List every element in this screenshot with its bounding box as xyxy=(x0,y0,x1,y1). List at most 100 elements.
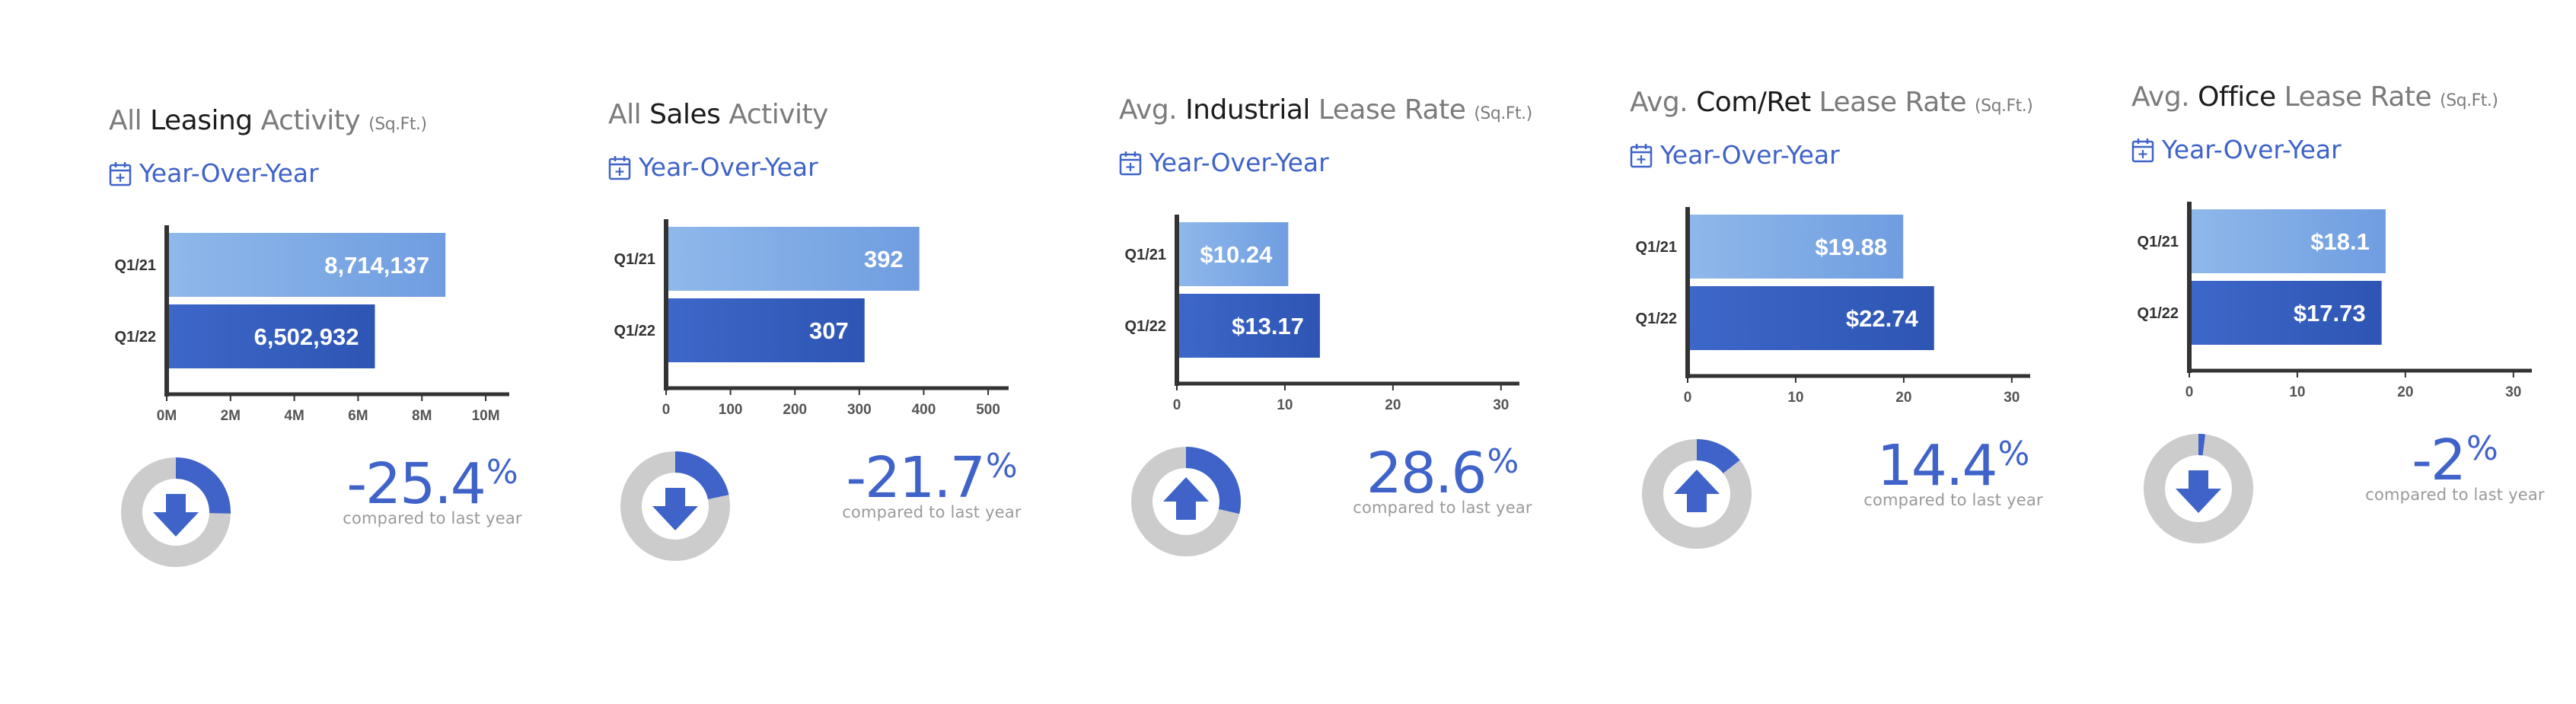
donut-fill xyxy=(674,451,729,500)
calendar-icon xyxy=(2131,138,2154,162)
title-highlight: Com/Ret xyxy=(1696,87,1811,118)
title-unit: (Sq.Ft.) xyxy=(1975,97,2033,116)
title-prefix: Avg. xyxy=(1630,87,1697,118)
panel-title: All Sales Activity xyxy=(608,99,828,130)
bar-q1-21 xyxy=(1178,222,1289,286)
category-label: Q1/21 xyxy=(1125,247,1166,263)
compare-text: compared to last year xyxy=(1353,499,1532,517)
category-label: Q1/21 xyxy=(115,257,156,274)
percent-sign: % xyxy=(1487,442,1519,481)
change-value: -2 xyxy=(2412,428,2466,493)
bar-value-label: $19.88 xyxy=(1815,234,1887,260)
period-selector[interactable]: Year-Over-Year xyxy=(109,158,319,188)
title-highlight: Leasing xyxy=(150,105,253,136)
title-unit: (Sq.Ft.) xyxy=(1474,104,1532,123)
x-tick-label: 0 xyxy=(2185,384,2194,400)
arrow-up-icon xyxy=(1163,477,1209,520)
title-highlight: Industrial xyxy=(1185,94,1310,126)
x-tick-label: 10 xyxy=(2289,384,2305,400)
panel-title: All Leasing Activity (Sq.Ft.) xyxy=(109,105,427,136)
change-donut xyxy=(2144,434,2253,543)
period-label: Year-Over-Year xyxy=(2162,135,2342,164)
bar-q1-22 xyxy=(1688,286,1934,350)
category-label: Q1/22 xyxy=(115,329,156,346)
category-label: Q1/21 xyxy=(2138,234,2179,250)
bar-q1-22 xyxy=(667,298,865,362)
panel-title: Avg. Office Lease Rate (Sq.Ft.) xyxy=(2131,81,2498,113)
x-tick-label: 10 xyxy=(1277,397,1293,413)
panel-office-lease-rate: Avg. Office Lease Rate (Sq.Ft.) Year-Over… xyxy=(2131,81,2576,660)
title-suffix: Activity xyxy=(720,99,828,130)
period-label: Year-Over-Year xyxy=(139,158,319,188)
bar-q1-22 xyxy=(2190,281,2382,345)
x-tick-label: 100 xyxy=(719,402,743,418)
category-label: Q1/21 xyxy=(1636,239,1677,256)
x-tick-label: 10 xyxy=(1787,390,1803,406)
title-highlight: Sales xyxy=(649,99,721,130)
change-summary: 14.4% compared to last year xyxy=(1839,433,2067,509)
panel-comret-lease-rate: Avg. Com/Ret Lease Rate (Sq.Ft.) Year-Ove… xyxy=(1630,87,2117,665)
donut-fill xyxy=(1696,439,1740,474)
change-value: -25.4 xyxy=(346,451,486,517)
x-tick-label: 30 xyxy=(2004,390,2020,406)
change-donut xyxy=(1131,447,1241,556)
percent-sign: % xyxy=(2466,429,2498,468)
period-selector[interactable]: Year-Over-Year xyxy=(2131,135,2342,164)
calendar-icon xyxy=(608,155,631,180)
title-suffix: Lease Rate xyxy=(1309,94,1475,126)
change-value: 14.4 xyxy=(1876,433,1998,499)
period-label: Year-Over-Year xyxy=(1660,140,1840,170)
arrow-down-icon xyxy=(652,488,698,530)
bar-value-label: 392 xyxy=(864,246,904,272)
bar-value-label: $18.1 xyxy=(2310,228,2370,255)
x-tick-label: 4M xyxy=(284,408,304,424)
x-tick-label: 30 xyxy=(1493,397,1509,413)
arrow-down-icon xyxy=(153,494,199,537)
title-prefix: Avg. xyxy=(2131,81,2198,113)
x-tick-label: 8M xyxy=(412,408,432,424)
period-selector[interactable]: Year-Over-Year xyxy=(608,152,818,182)
percent-sign: % xyxy=(486,453,518,492)
x-tick-label: 500 xyxy=(976,402,1000,418)
period-selector[interactable]: Year-Over-Year xyxy=(1630,140,1840,170)
change-summary: 28.6% compared to last year xyxy=(1328,441,1557,517)
bar-chart: $10.24 Q1/21 $13.17 Q1/22 0 10 20 30 xyxy=(1125,215,1519,413)
bar-value-label: 307 xyxy=(809,317,849,344)
bar-q1-22 xyxy=(1178,294,1320,358)
bar-q1-21 xyxy=(167,233,446,297)
x-tick-label: 0M xyxy=(157,408,177,424)
panel-title: Avg. Industrial Lease Rate (Sq.Ft.) xyxy=(1119,94,1532,126)
compare-text: compared to last year xyxy=(842,503,1022,521)
x-tick-label: 20 xyxy=(2397,384,2413,400)
compare-text: compared to last year xyxy=(343,509,522,527)
period-label: Year-Over-Year xyxy=(1149,148,1329,177)
period-label: Year-Over-Year xyxy=(639,152,818,182)
calendar-icon xyxy=(109,161,132,186)
category-label: Q1/22 xyxy=(1125,318,1166,335)
calendar-icon xyxy=(1119,151,1142,175)
category-label: Q1/22 xyxy=(2138,305,2179,322)
category-label: Q1/22 xyxy=(614,323,655,339)
calendar-icon xyxy=(1630,143,1653,167)
x-tick-label: 200 xyxy=(783,402,807,418)
bar-q1-21 xyxy=(667,227,920,291)
bar-chart: 8,714,137 Q1/21 6,502,932 Q1/22 0M 2M 4M 6M 8M 10… xyxy=(115,225,509,424)
x-tick-label: 0 xyxy=(662,402,671,418)
x-tick-label: 0 xyxy=(1684,390,1692,406)
bar-value-label: $22.74 xyxy=(1846,305,1919,332)
x-tick-label: 6M xyxy=(348,408,368,424)
title-unit: (Sq.Ft.) xyxy=(368,115,427,134)
bar-value-label: 6,502,932 xyxy=(254,323,359,350)
change-donut xyxy=(620,451,730,561)
compare-text: compared to last year xyxy=(2365,486,2545,504)
title-prefix: Avg. xyxy=(1119,94,1186,126)
percent-sign: % xyxy=(1997,435,2030,473)
title-unit: (Sq.Ft.) xyxy=(2440,91,2498,110)
x-tick-label: 30 xyxy=(2505,384,2521,400)
arrow-up-icon xyxy=(1674,470,1720,512)
compare-text: compared to last year xyxy=(1863,491,2043,509)
category-label: Q1/22 xyxy=(1636,311,1677,327)
period-selector[interactable]: Year-Over-Year xyxy=(1119,148,1329,177)
change-donut xyxy=(1642,439,1752,549)
bar-value-label: $17.73 xyxy=(2294,300,2366,327)
